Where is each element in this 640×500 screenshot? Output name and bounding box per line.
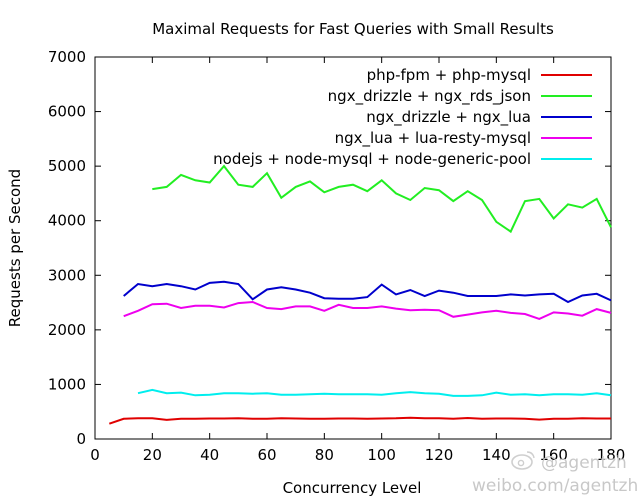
x-axis-label: Concurrency Level — [283, 479, 422, 497]
x-tick-label: 180 — [597, 446, 626, 464]
x-tick-label: 40 — [200, 446, 219, 464]
legend-label-2: ngx_drizzle + ngx_rds_json — [328, 87, 531, 106]
series-line-5 — [137, 388, 612, 397]
x-tick-label: 140 — [482, 446, 511, 464]
legend: php-fpm + php-mysql ngx_drizzle + ngx_rds… — [213, 66, 592, 168]
x-tick-label: 160 — [539, 446, 568, 464]
watermark: @agentzh weibo.com/agentzh — [472, 451, 638, 496]
weibo-logo-icon — [511, 451, 535, 470]
series-lines — [108, 164, 612, 425]
y-tick-label: 6000 — [48, 103, 86, 121]
y-tick-label: 3000 — [48, 266, 86, 284]
y-tick-label: 1000 — [48, 375, 86, 393]
y-tick-label: 5000 — [48, 157, 86, 175]
legend-label-5: nodejs + node-mysql + node-generic-pool — [213, 150, 531, 168]
legend-label-4: ngx_lua + lua-resty-mysql — [335, 129, 531, 148]
plot-border — [94, 56, 612, 440]
y-tick-label: 7000 — [48, 48, 86, 66]
x-tick-label: 120 — [425, 446, 454, 464]
x-tick-label: 60 — [257, 446, 276, 464]
x-tick-label: 0 — [90, 446, 100, 464]
legend-label-1: php-fpm + php-mysql — [367, 66, 531, 84]
series-line-2 — [152, 164, 612, 234]
y-tick-label: 0 — [76, 430, 86, 448]
watermark-handle: @agentzh — [541, 453, 627, 473]
x-axis: 0 20 40 60 80 100 120 140 160 180 — [90, 57, 625, 464]
watermark-url: weibo.com/agentzh — [472, 476, 638, 496]
plot-area — [94, 56, 612, 440]
series-line-4 — [123, 300, 612, 320]
x-tick-label: 100 — [367, 446, 396, 464]
y-tick-label: 2000 — [48, 321, 86, 339]
series-line-3 — [123, 280, 612, 304]
x-tick-label: 80 — [315, 446, 334, 464]
series-line-1 — [108, 416, 611, 425]
y-axis-label: Requests per Second — [6, 169, 24, 327]
y-tick-label: 4000 — [48, 212, 86, 230]
chart-title: Maximal Requests for Fast Queries with S… — [152, 20, 554, 38]
legend-label-3: ngx_drizzle + ngx_lua — [366, 108, 531, 127]
x-tick-label: 20 — [143, 446, 162, 464]
y-axis: 0 1000 2000 3000 4000 5000 6000 7000 — [48, 48, 611, 448]
